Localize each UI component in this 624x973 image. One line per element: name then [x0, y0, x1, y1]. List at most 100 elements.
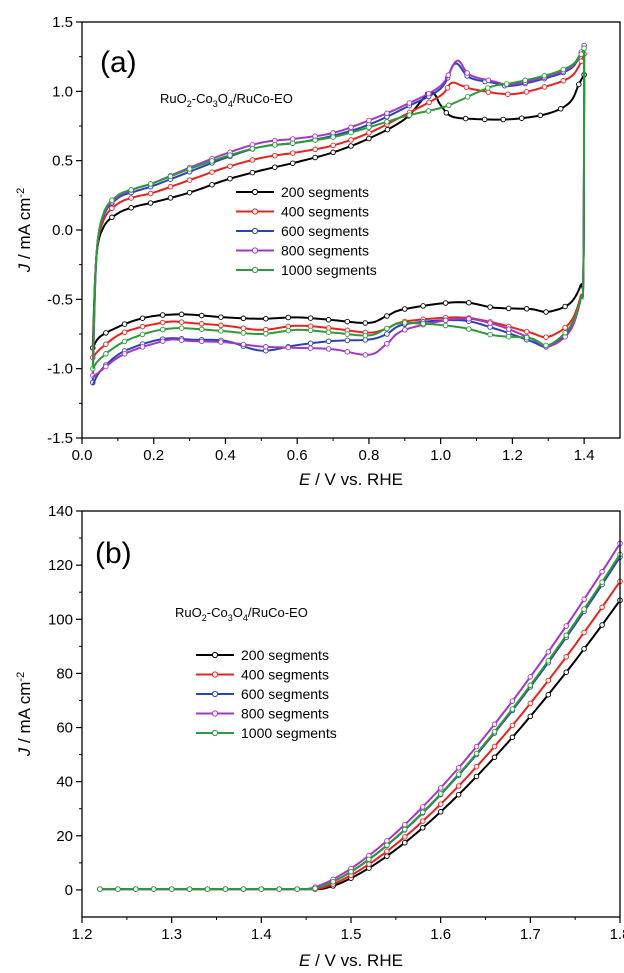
- legend-item-200-segments: 200 segments: [236, 184, 369, 200]
- data-point: [509, 698, 516, 704]
- data-point: [437, 809, 444, 815]
- data-point: [128, 187, 134, 193]
- data-point: [384, 126, 391, 133]
- data-point: [419, 804, 426, 810]
- data-point: [344, 318, 351, 325]
- legend-item-1000-segments: 1000 segments: [236, 262, 377, 278]
- data-point: [402, 826, 408, 833]
- data-point: [312, 146, 318, 153]
- y-tick-label: 60: [56, 720, 73, 737]
- legend-label: 600 segments: [241, 686, 329, 702]
- data-point: [263, 344, 269, 350]
- data-point: [384, 340, 390, 347]
- x-tick-label: 1.3: [161, 926, 182, 943]
- legend-marker: [211, 651, 219, 659]
- legend-marker: [251, 188, 259, 196]
- data-point: [481, 116, 488, 123]
- data-point: [455, 791, 462, 798]
- data-point: [599, 604, 605, 611]
- data-point: [178, 311, 185, 318]
- data-point: [115, 886, 121, 892]
- data-point: [307, 345, 314, 351]
- data-point: [462, 115, 469, 122]
- data-point: [133, 886, 139, 892]
- legend-item-1000-segments: 1000 segments: [196, 725, 337, 741]
- data-point: [509, 734, 516, 741]
- data-point: [466, 326, 472, 332]
- data-point: [366, 117, 372, 124]
- data-point: [150, 886, 157, 892]
- y-tick-label: 0.5: [52, 153, 73, 170]
- data-point: [487, 331, 493, 338]
- data-point: [545, 657, 552, 664]
- lsv-line: [99, 553, 621, 891]
- data-point: [289, 160, 296, 166]
- data-point: [384, 119, 390, 125]
- data-point: [139, 331, 146, 338]
- data-point: [505, 326, 512, 332]
- data-point: [509, 706, 516, 712]
- legend-label: 400 segments: [241, 667, 329, 683]
- data-point: [527, 713, 534, 720]
- legend-item-800-segments: 800 segments: [236, 243, 369, 259]
- data-point: [527, 700, 534, 707]
- data-point: [437, 801, 444, 807]
- panel-b-annotation: RuO2-Co3O4/RuCo-EO: [175, 605, 308, 623]
- data-point: [167, 173, 174, 180]
- data-point: [402, 306, 408, 312]
- legend-item-400-segments: 400 segments: [196, 667, 329, 683]
- data-point: [491, 728, 498, 735]
- data-point: [523, 328, 530, 335]
- data-point: [285, 314, 291, 321]
- data-point: [537, 112, 544, 119]
- data-point: [522, 77, 528, 84]
- data-point: [505, 305, 512, 312]
- data-point: [330, 134, 336, 140]
- data-point: [222, 886, 229, 892]
- legend-item-600-segments: 600 segments: [196, 686, 329, 702]
- data-point: [167, 184, 174, 190]
- data-point: [178, 319, 185, 325]
- data-point: [121, 351, 128, 357]
- legend-marker: [211, 729, 219, 737]
- data-point: [325, 338, 332, 345]
- data-point: [463, 84, 470, 90]
- legend-marker: [211, 671, 219, 678]
- series-800-segments: [97, 540, 623, 892]
- data-point: [503, 81, 510, 87]
- data-point: [362, 337, 369, 343]
- data-point: [420, 320, 426, 327]
- data-point: [186, 886, 193, 892]
- legend-item-400-segments: 400 segments: [236, 204, 369, 220]
- data-point: [249, 157, 256, 163]
- data-point: [543, 342, 549, 349]
- data-point: [362, 352, 369, 358]
- data-point: [563, 654, 569, 660]
- data-point: [581, 629, 587, 636]
- data-point: [109, 197, 115, 203]
- y-tick-label: 1.5: [52, 14, 73, 31]
- data-point: [312, 137, 318, 143]
- data-point: [366, 124, 372, 131]
- data-point: [218, 322, 224, 329]
- panel-a-x-axis-label: E / V vs. RHE: [299, 470, 403, 489]
- data-point: [464, 94, 471, 100]
- lsv-line: [99, 580, 621, 891]
- data-point: [263, 331, 269, 337]
- data-point: [249, 146, 256, 152]
- data-point: [560, 78, 567, 84]
- data-point: [198, 326, 205, 333]
- data-point: [128, 205, 134, 211]
- legend-marker: [251, 227, 259, 235]
- legend-item-600-segments: 600 segments: [236, 223, 369, 239]
- panel-b-plot-area: [97, 540, 623, 892]
- data-point: [384, 110, 390, 117]
- data-point: [473, 763, 480, 770]
- data-point: [406, 100, 413, 106]
- data-point: [491, 721, 498, 728]
- y-tick-label: 20: [56, 828, 73, 845]
- data-point: [473, 773, 480, 780]
- series-1000-segments: [97, 551, 623, 892]
- data-point: [109, 205, 115, 212]
- legend-label: 200 segments: [281, 184, 369, 200]
